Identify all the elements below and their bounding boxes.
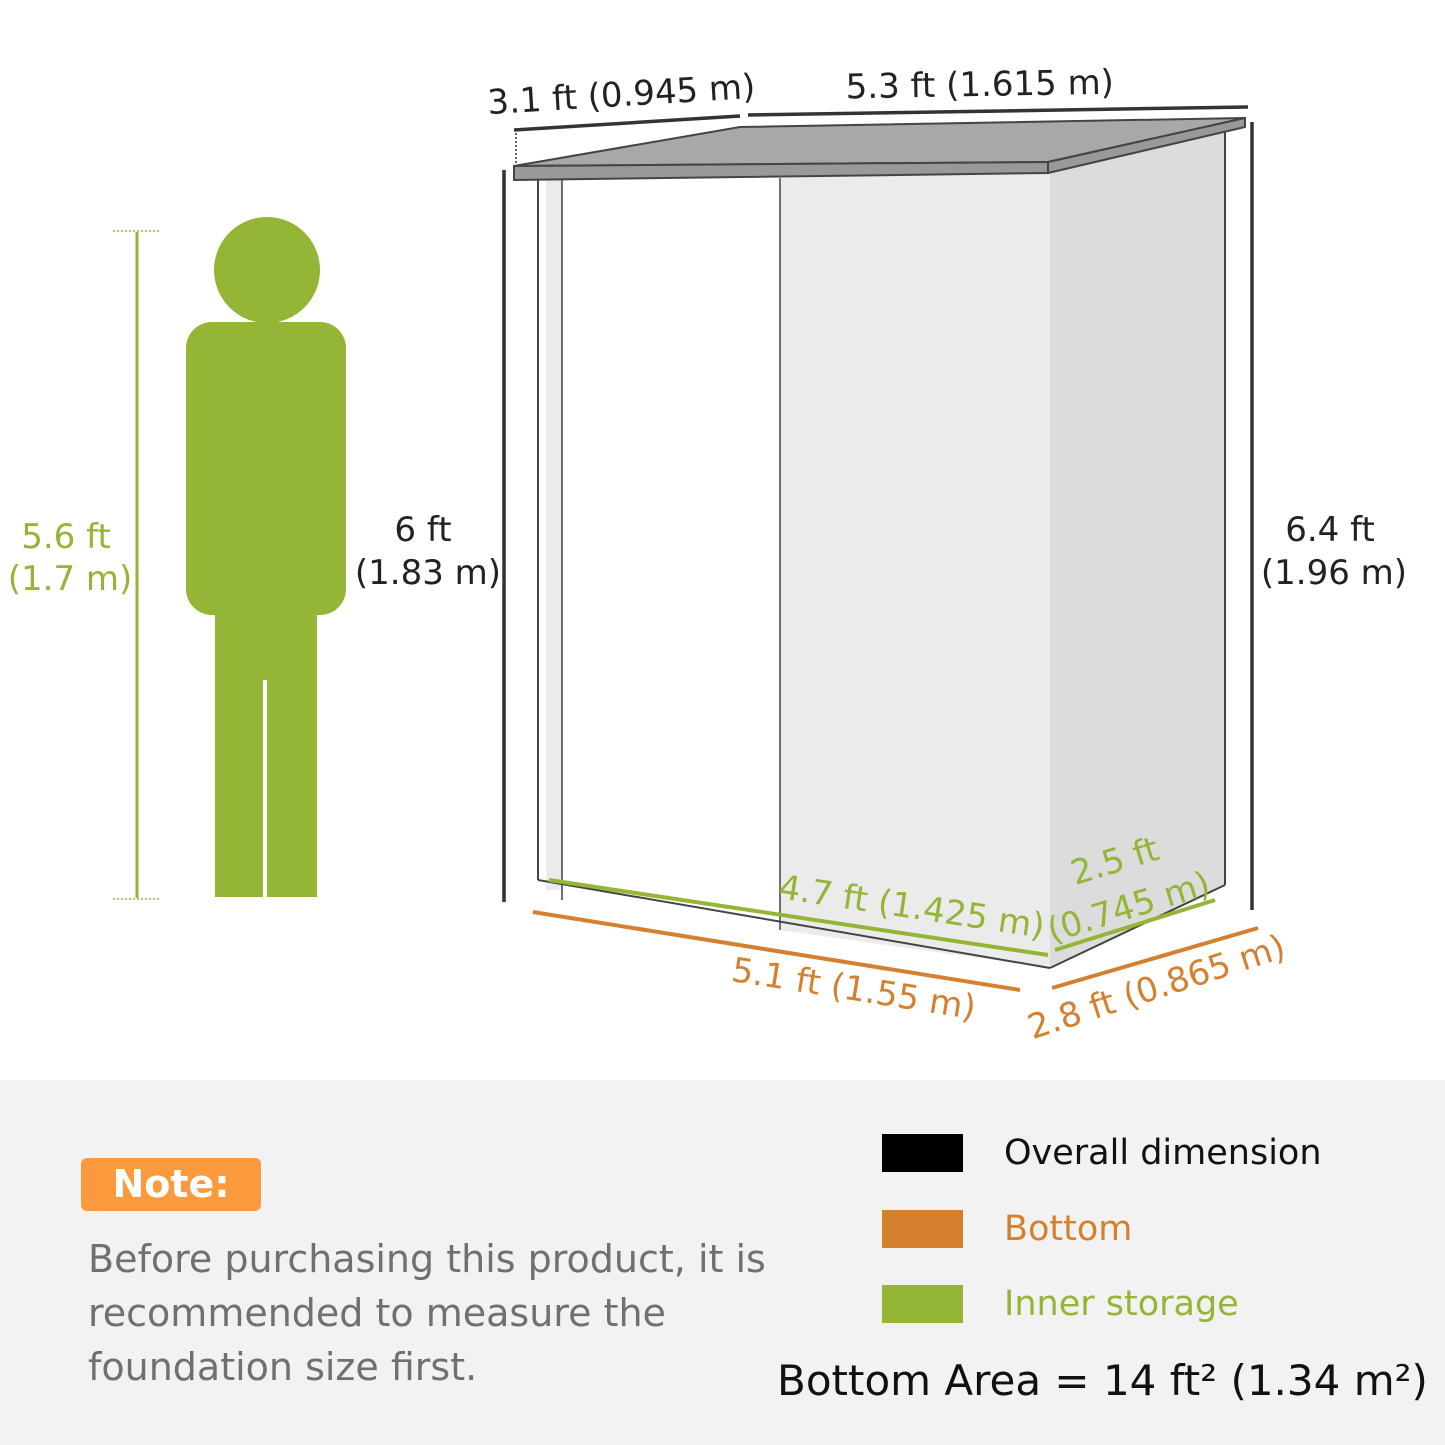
legend-label: Bottom	[1004, 1209, 1133, 1249]
legend-overall: Overall dimension	[882, 1133, 1322, 1173]
note-badge: Note:	[81, 1158, 261, 1211]
person-height-m: (1.7 m)	[8, 559, 133, 599]
front-height-m: (1.83 m)	[355, 553, 501, 593]
shed-roof	[513, 117, 1246, 181]
info-panel	[0, 1080, 1445, 1445]
shed-dimension-diagram: 5.6 ft (1.7 m) 3.1 ft (0.945 m) 5.3 ft (…	[8, 63, 1407, 1048]
front-height-ft: 6 ft	[394, 510, 451, 550]
legend-swatch-overall	[882, 1134, 963, 1172]
person-height-line	[113, 230, 160, 900]
shed-body	[537, 132, 1226, 969]
bottom-area: Bottom Area = 14 ft² (1.34 m²)	[777, 1356, 1428, 1405]
legend-label: Inner storage	[1004, 1284, 1239, 1324]
legend-swatch-inner	[882, 1285, 963, 1323]
overall-dimension-lines	[502, 105, 1254, 910]
legend-swatch-bottom	[882, 1210, 963, 1248]
person-height-ft: 5.6 ft	[21, 517, 111, 557]
inner-dimension-lines	[548, 878, 1216, 957]
note-text: Before purchasing this product, it is re…	[88, 1237, 766, 1389]
roof-width-label: 5.3 ft (1.615 m)	[845, 63, 1114, 108]
legend-inner: Inner storage	[882, 1284, 1239, 1324]
bottom-dimension-lines	[532, 910, 1259, 992]
legend-bottom: Bottom	[882, 1209, 1132, 1249]
back-height-ft: 6.4 ft	[1285, 510, 1375, 550]
legend-label: Overall dimension	[1004, 1133, 1322, 1173]
person-silhouette	[186, 217, 346, 897]
back-height-m: (1.96 m)	[1261, 553, 1407, 593]
roof-depth-label: 3.1 ft (0.945 m)	[486, 67, 756, 123]
